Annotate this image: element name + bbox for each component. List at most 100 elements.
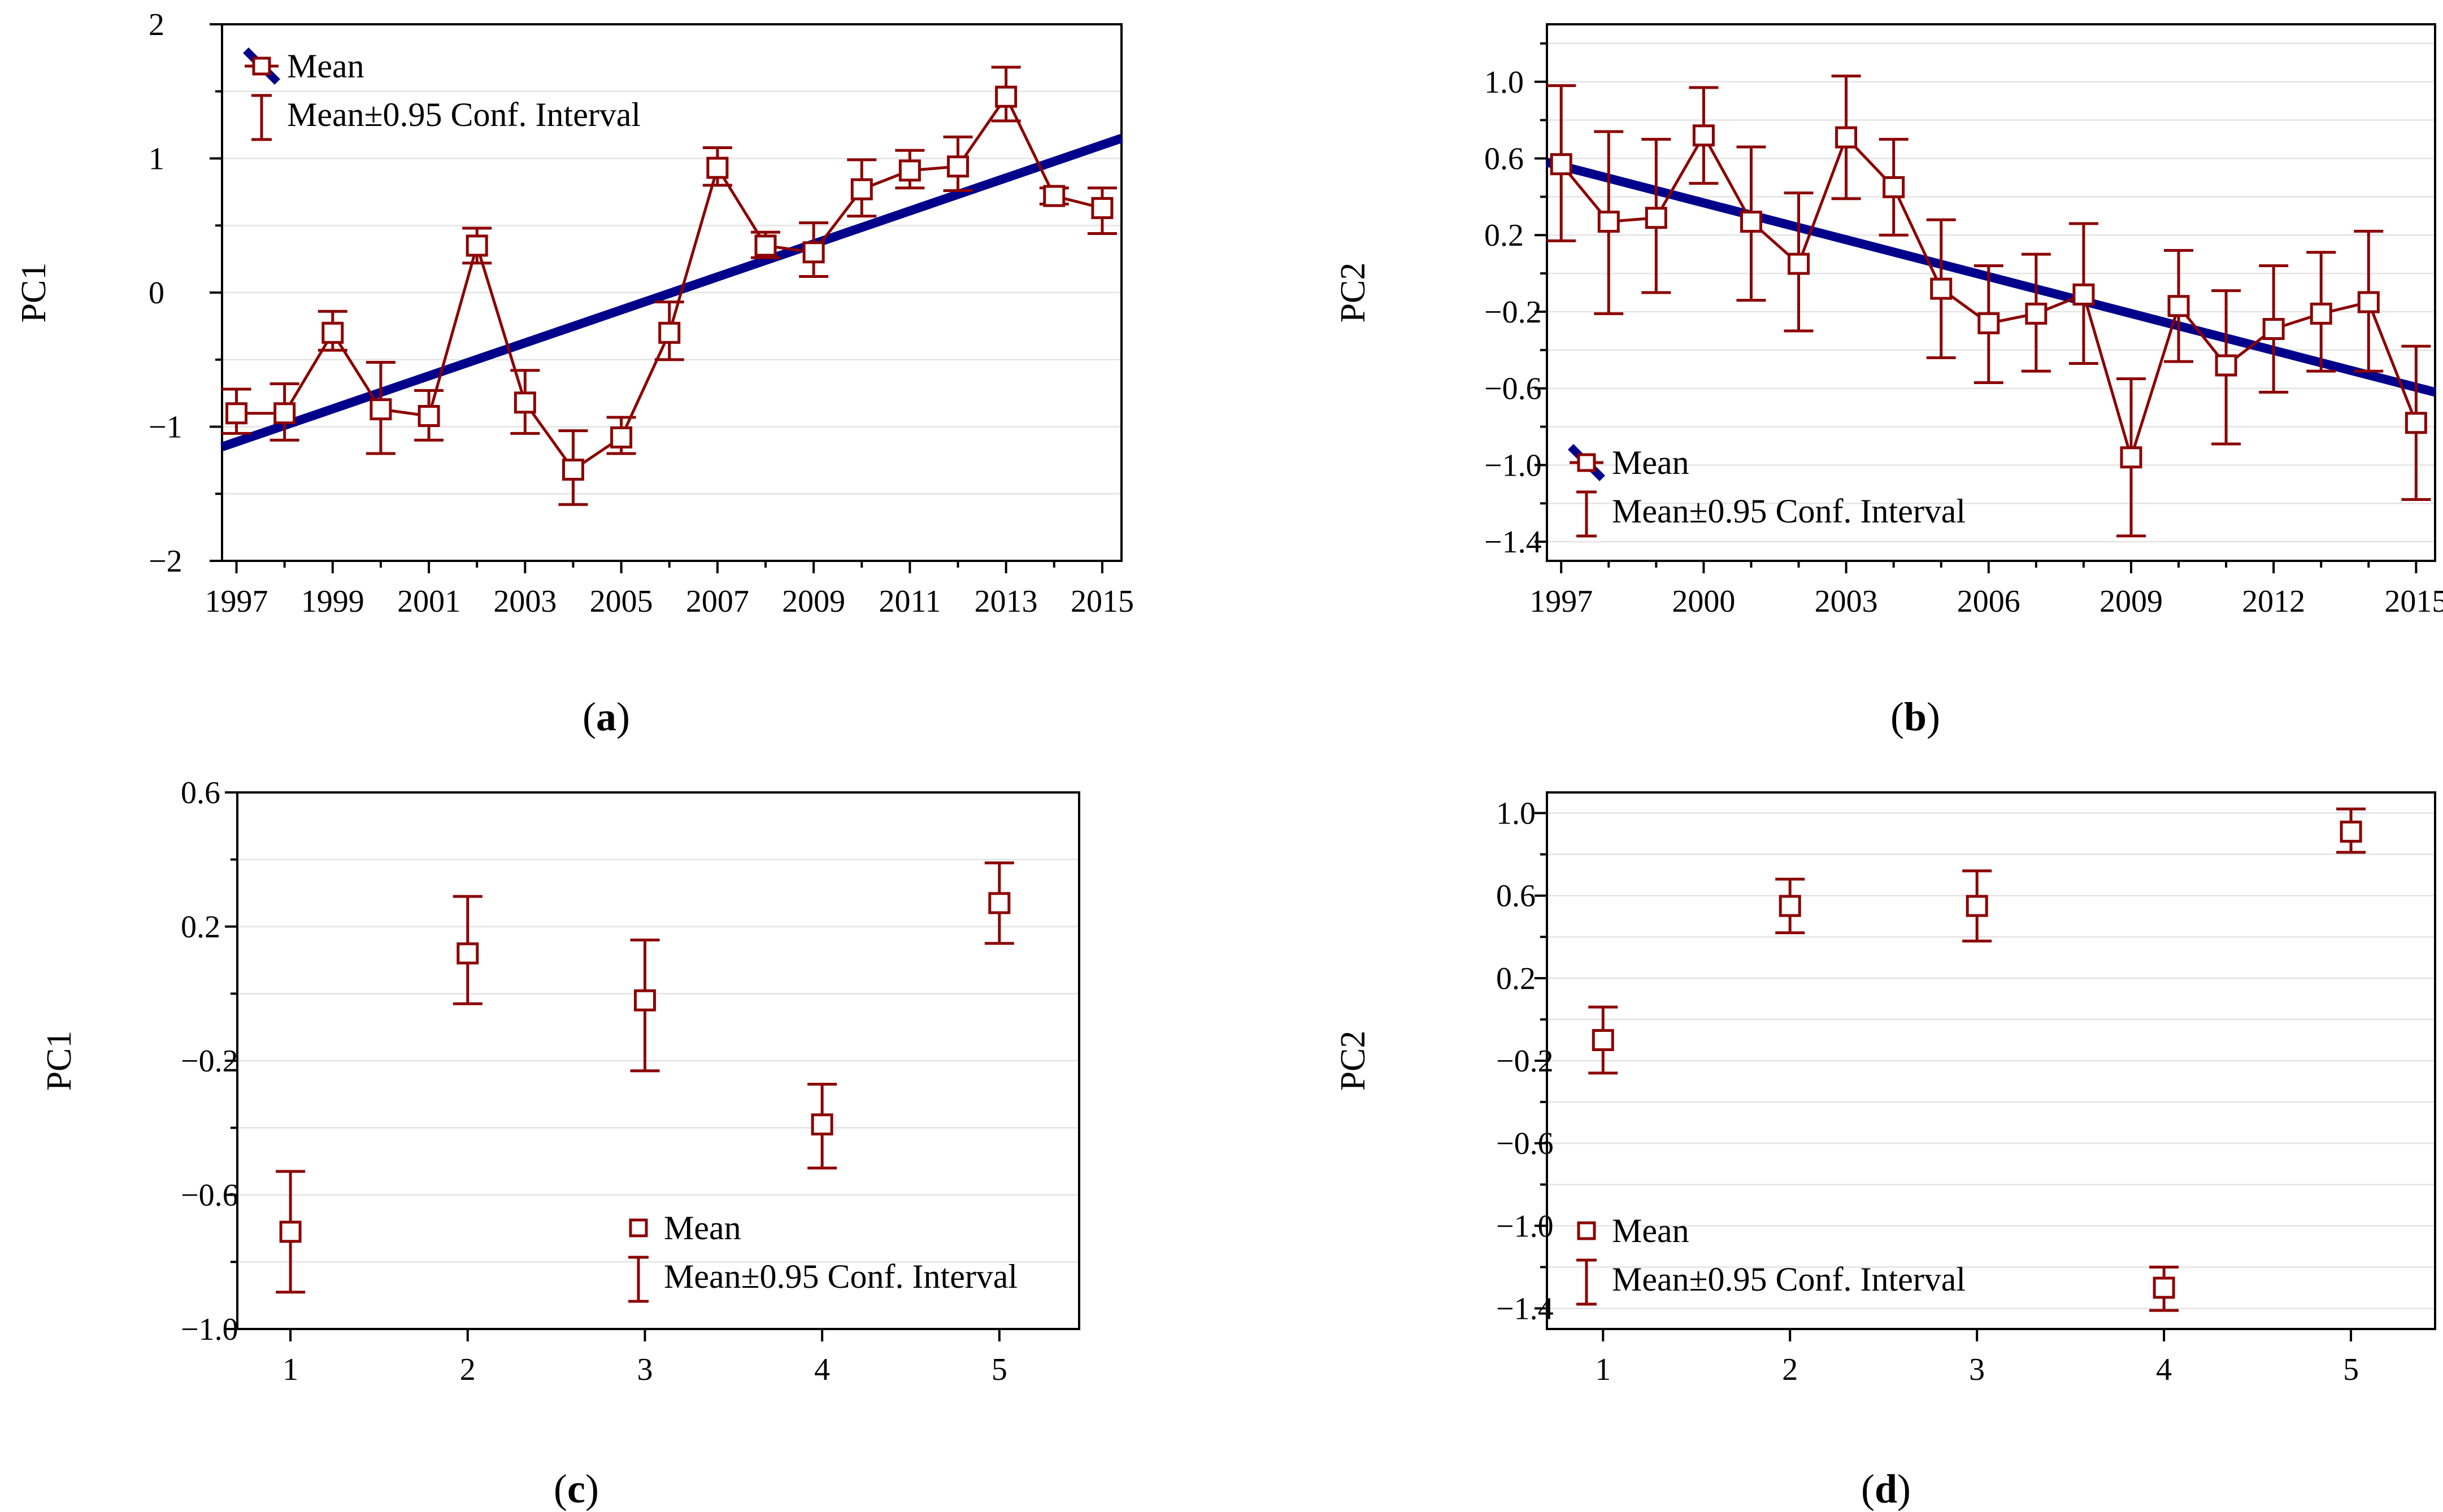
y-axis-label: PC2: [1334, 263, 1372, 323]
x-tick-label: 5: [2343, 1352, 2359, 1387]
y-tick-label: −0.6: [1496, 1126, 1554, 1161]
mean-marker: [279, 1221, 302, 1243]
y-axis-label: PC2: [1334, 1031, 1372, 1091]
y-axis-label: PC1: [40, 1031, 79, 1091]
x-tick-label: 2006: [1957, 584, 2020, 619]
legend-mean-symbol: [1577, 1221, 1596, 1240]
mean-marker: [2405, 412, 2427, 434]
x-tick-label: 2009: [782, 584, 845, 619]
y-tick-label: 0.6: [1496, 879, 1536, 914]
legend-mean-symbol: [629, 1218, 648, 1238]
y-tick-label: −1.0: [181, 1312, 238, 1347]
x-tick-label: 2012: [2242, 584, 2305, 619]
x-tick-label: 5: [992, 1352, 1007, 1387]
mean-marker: [1592, 1029, 1614, 1051]
x-tick-label: 3: [1969, 1352, 1985, 1387]
y-tick-label: −0.2: [1496, 1044, 1554, 1079]
mean-marker: [811, 1113, 833, 1136]
x-tick-label: 2003: [493, 584, 557, 619]
panel-a: −2 −1 0 1 2 1997 1999 2001 2003 2005 2007 2009 2011 2…: [15, 7, 1134, 739]
legend: Mean Mean±0.95 Conf. Interval: [243, 47, 641, 141]
panel-b: −1.4 −1.0 −0.6 −0.2 0.2 0.6 1.0 1997 2000 2003 200…: [1334, 23, 2443, 739]
mean-marker: [562, 459, 584, 481]
panel-label: (b): [1890, 694, 1940, 739]
mean-marker: [1883, 176, 1905, 198]
x-tick-label: 2: [1782, 1352, 1798, 1387]
mean-marker: [370, 398, 392, 421]
mean-marker: [850, 178, 873, 201]
legend-mean-label: Mean: [1612, 444, 1689, 481]
mean-marker: [2072, 283, 2095, 306]
y-tick-label: −1.0: [1484, 448, 1542, 483]
mean-marker: [1930, 277, 1953, 300]
legend-mean-label: Mean: [1612, 1212, 1689, 1249]
legend-ci-label: Mean±0.95 Conf. Interval: [664, 1258, 1018, 1295]
trend-line: [1545, 158, 2437, 397]
y-tick-label: 1.0: [1484, 65, 1524, 100]
legend-mean-symbol: [252, 56, 271, 76]
y-tick-label: −0.6: [1484, 372, 1542, 407]
legend-mean-symbol: [1577, 453, 1596, 472]
x-tick-label: 2015: [1071, 584, 1134, 619]
mean-marker: [418, 405, 440, 427]
y-tick-label: 1: [149, 142, 164, 177]
mean-marker: [2153, 1276, 2175, 1299]
y-tick-label: −1.4: [1496, 1291, 1554, 1326]
x-tick-label: 2011: [879, 584, 941, 619]
y-tick-label: 0.6: [181, 775, 220, 811]
x-tick-label: 3: [637, 1352, 653, 1387]
mean-marker: [988, 892, 1011, 914]
x-tick-label: 2005: [590, 584, 653, 619]
x-tick-label: 2001: [397, 584, 460, 619]
mean-marker: [633, 989, 656, 1012]
mean-marker: [2025, 302, 2048, 325]
legend-ci-label: Mean±0.95 Conf. Interval: [1612, 493, 1966, 530]
mean-marker: [1779, 895, 1801, 917]
y-tick-label: −1.0: [1496, 1209, 1554, 1244]
mean-marker: [1597, 210, 1620, 233]
mean-marker: [898, 159, 921, 182]
x-tick-label: 2007: [686, 584, 749, 619]
y-tick-label: 0.2: [1484, 218, 1524, 253]
legend-ci-label: Mean±0.95 Conf. Interval: [287, 96, 641, 133]
panel-label: (c): [554, 1466, 599, 1511]
x-tick-label: 2013: [975, 584, 1038, 619]
x-tick-label: 1997: [1529, 584, 1593, 619]
mean-marker: [2310, 302, 2332, 325]
y-tick-label: 2: [149, 7, 164, 42]
mean-marker: [321, 321, 344, 344]
mean-marker: [1977, 312, 2000, 334]
panel-c: −1.0 −0.6 −0.2 0.2 0.6 1 2 3 4 5 PC1 Mean Mean±0.95 …: [40, 775, 1080, 1511]
x-tick-label: 1: [1595, 1352, 1611, 1387]
legend: Mean Mean±0.95 Conf. Interval: [628, 1209, 1018, 1303]
legend-mean-label: Mean: [287, 47, 364, 85]
y-tick-label: −2: [149, 544, 182, 579]
mean-marker: [802, 241, 825, 264]
y-tick-label: −1: [149, 410, 182, 445]
x-tick-label: 1: [282, 1352, 298, 1387]
mean-marker: [1740, 210, 1762, 233]
mean-marker: [1692, 124, 1715, 147]
y-tick-label: 1.0: [1496, 796, 1536, 831]
x-tick-label: 2003: [1815, 584, 1878, 619]
y-tick-label: −1.4: [1484, 525, 1542, 560]
y-tick-label: 0.6: [1484, 142, 1524, 177]
y-tick-label: 0: [149, 276, 164, 311]
mean-marker: [457, 942, 479, 965]
x-tick-label: 4: [2156, 1352, 2172, 1387]
mean-marker: [1550, 153, 1572, 176]
legend-mean-label: Mean: [664, 1209, 741, 1247]
y-tick-label: 0.2: [1496, 961, 1536, 996]
mean-marker: [995, 85, 1018, 108]
mean-marker: [2357, 291, 2380, 313]
legend: Mean Mean±0.95 Conf. Interval: [1576, 1212, 1966, 1306]
mean-marker: [2120, 446, 2142, 469]
mean-marker: [466, 234, 488, 257]
mean-marker: [1043, 185, 1066, 207]
y-tick-label: 0.2: [181, 910, 220, 945]
mean-marker: [1788, 252, 1810, 275]
legend-ci-label: Mean±0.95 Conf. Interval: [1612, 1261, 1966, 1298]
mean-marker: [610, 426, 633, 448]
mean-marker: [1645, 207, 1667, 229]
